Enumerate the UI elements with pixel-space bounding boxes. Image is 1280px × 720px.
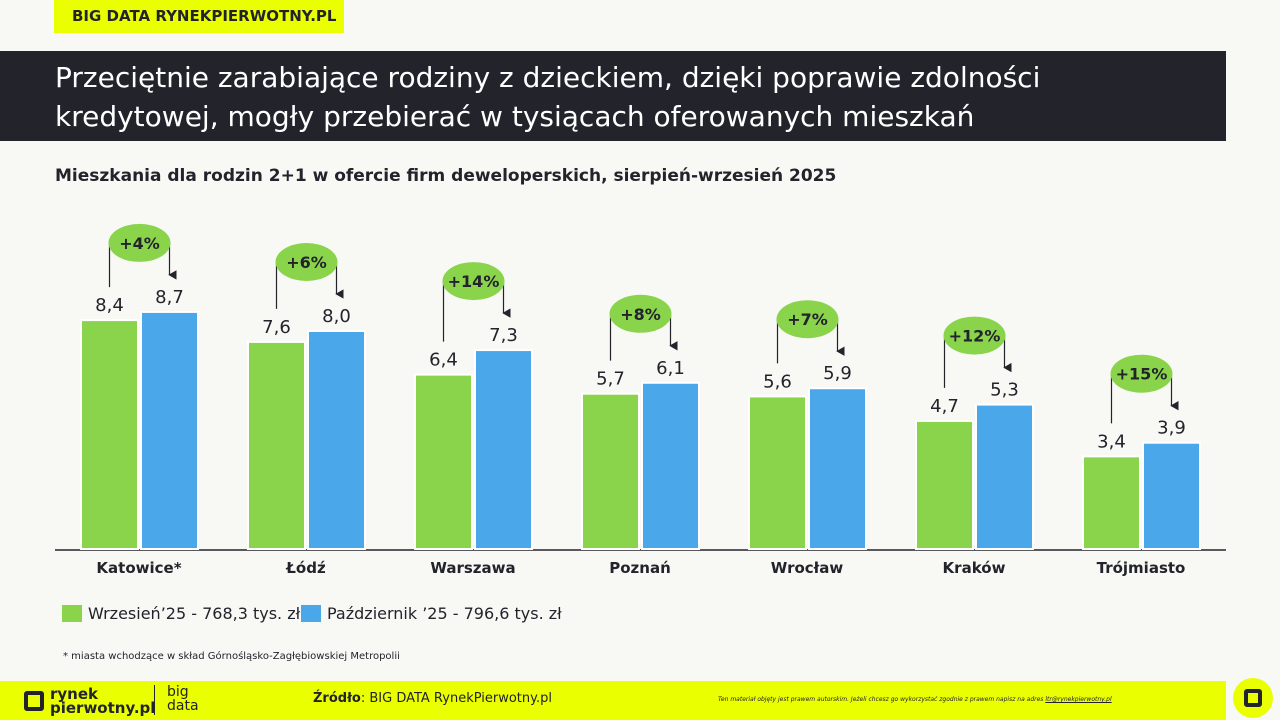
bar-september <box>915 419 974 550</box>
email-link[interactable]: ltr@rynekpierwotny.pl <box>1045 696 1112 703</box>
change-label: +15% <box>1116 365 1168 384</box>
page-title: Przeciętnie zarabiające rodziny z dzieck… <box>0 51 1226 141</box>
bar-october <box>808 387 867 550</box>
change-label: +6% <box>286 253 327 272</box>
bar-october <box>641 381 700 550</box>
data-label: 5,6 <box>763 371 792 392</box>
category-label: Kraków <box>943 559 1006 577</box>
legend-item-september: Wrzesień’25 - 768,3 tys. zł <box>62 604 300 623</box>
bar-chart: 8,4 8,7 Katowice* +4% 7,6 8,0 Łódź +6% 6,4 7,3 War… <box>55 223 1226 577</box>
bar-september <box>748 395 807 550</box>
brand-tag: BIG DATA RYNEKPIERWOTNY.PL <box>54 0 344 33</box>
legend-swatch <box>62 605 82 622</box>
change-label: +7% <box>787 310 828 329</box>
bar-september <box>414 373 473 550</box>
data-label: 4,7 <box>930 396 959 417</box>
data-label: 5,9 <box>823 363 852 384</box>
data-label: 3,9 <box>1157 418 1186 439</box>
data-label: 6,1 <box>656 358 685 379</box>
category-label: Warszawa <box>430 559 515 577</box>
change-bubble <box>275 243 338 281</box>
change-bubble <box>442 262 505 301</box>
title-line-2: kredytowej, mogły przebierać w tysiącach… <box>55 100 975 133</box>
category-label: Poznań <box>609 559 671 577</box>
bar-october <box>474 349 533 551</box>
change-label: +12% <box>949 327 1001 346</box>
logo-text: pierwotny.pl <box>50 699 156 717</box>
change-bubble <box>943 316 1006 355</box>
data-label: 5,3 <box>990 380 1019 401</box>
change-label: +8% <box>620 305 661 324</box>
logo-text: data <box>167 698 199 714</box>
category-label: Wrocław <box>771 559 844 577</box>
bar-september <box>80 319 139 550</box>
change-label: +14% <box>448 272 500 291</box>
bar-september <box>581 392 640 550</box>
logo-text: rynek <box>50 685 99 703</box>
copyright-text: Ten materiał objęty jest prawem autorski… <box>718 696 1046 703</box>
source: Źródło: BIG DATA RynekPierwotny.pl <box>313 691 552 706</box>
data-label: 8,7 <box>155 287 184 308</box>
change-label: +4% <box>119 234 160 253</box>
data-label: 8,0 <box>322 306 351 327</box>
bar-october <box>307 330 366 550</box>
logo-text: big <box>167 684 189 700</box>
bigdata-logo: big data <box>154 685 199 715</box>
change-bubble <box>108 223 171 262</box>
logo-square-icon <box>24 691 44 711</box>
data-label: 7,3 <box>489 325 518 346</box>
category-label: Trójmiasto <box>1097 559 1186 577</box>
logo-badge <box>1233 678 1273 718</box>
logo-square-icon <box>1244 689 1262 707</box>
source-label: Źródło <box>313 691 361 706</box>
bar-october <box>140 310 199 550</box>
bar-october <box>1142 441 1201 551</box>
change-bubble <box>1110 354 1173 393</box>
source-text: : BIG DATA RynekPierwotny.pl <box>360 691 552 706</box>
data-label: 7,6 <box>262 317 291 338</box>
bar-september <box>247 340 306 550</box>
title-line-1: Przeciętnie zarabiające rodziny z dzieck… <box>55 61 1041 94</box>
rynekpierwotny-logo: rynek pierwotny.pl <box>24 685 156 717</box>
data-label: 3,4 <box>1097 431 1126 452</box>
category-label: Łódź <box>285 559 326 577</box>
data-label: 5,7 <box>596 369 625 390</box>
legend-label: Wrzesień’25 - 768,3 tys. zł <box>88 604 301 623</box>
bar-october <box>975 403 1034 551</box>
bar-september <box>1082 455 1141 551</box>
copyright-note: Ten materiał objęty jest prawem autorski… <box>718 696 1112 703</box>
change-bubble <box>609 294 672 333</box>
chart-title: Mieszkania dla rodzin 2+1 w ofercie firm… <box>55 166 837 186</box>
category-label: Katowice* <box>96 559 181 577</box>
legend-item-october: Październik ’25 - 796,6 tys. zł <box>301 604 562 623</box>
legend-label: Październik ’25 - 796,6 tys. zł <box>327 604 562 623</box>
data-label: 6,4 <box>429 350 458 371</box>
data-label: 8,4 <box>95 295 124 316</box>
footer: rynek pierwotny.pl big data Źródło: BIG DA… <box>0 681 1226 720</box>
legend-swatch <box>301 605 321 622</box>
footnote: * miasta wchodzące w skład Górnośląsko-Z… <box>63 651 400 662</box>
change-bubble <box>776 300 839 339</box>
